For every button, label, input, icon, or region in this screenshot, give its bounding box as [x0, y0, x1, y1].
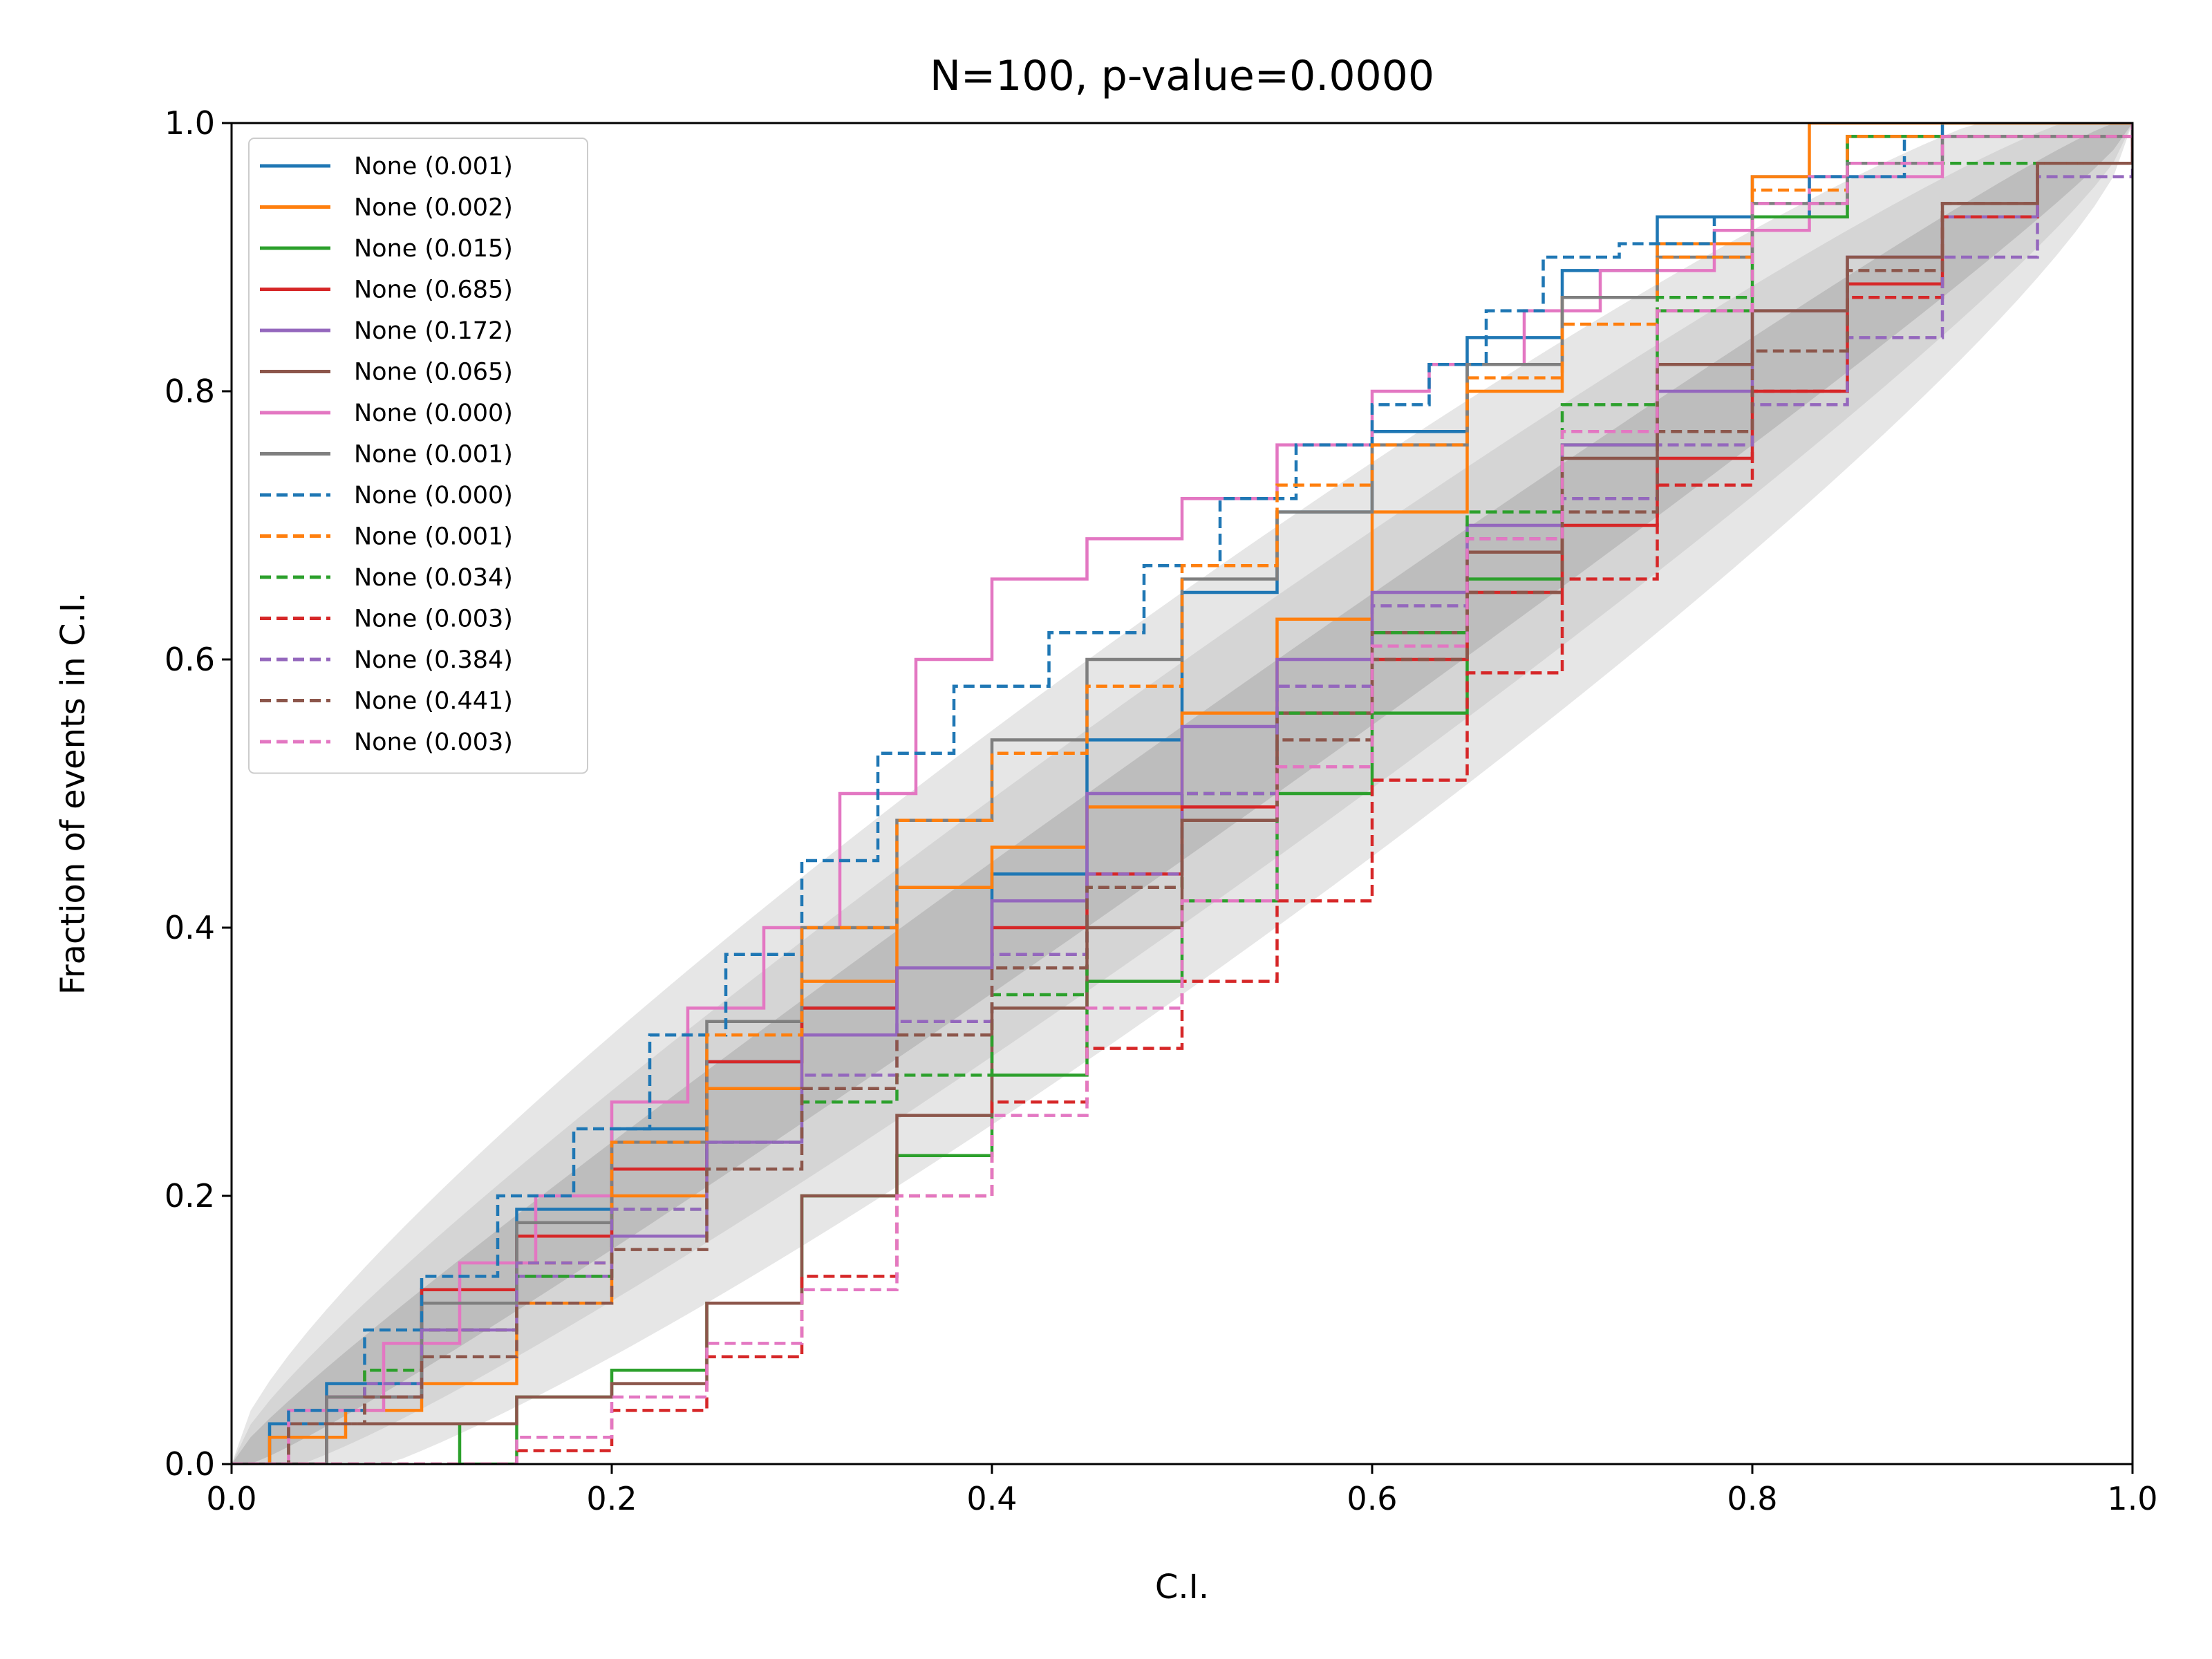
legend-box — [248, 138, 588, 774]
x-axis-label: C.I. — [1155, 1568, 1209, 1606]
legend-label: None (0.015) — [354, 235, 513, 263]
y-axis-ticks: 0.0 0.2 0.4 0.6 0.8 1.0 — [165, 104, 232, 1483]
series-line-8 — [232, 123, 2133, 1464]
legend-label: None (0.000) — [354, 400, 513, 427]
legend-label: None (0.065) — [354, 359, 513, 386]
legend-label: None (0.001) — [354, 153, 513, 180]
legend-label: None (0.002) — [354, 194, 513, 222]
legend-label: None (0.001) — [354, 523, 513, 551]
legend-label: None (0.034) — [354, 564, 513, 592]
y-tick-label: 1.0 — [165, 104, 215, 142]
legend-label: None (0.441) — [354, 688, 513, 715]
y-tick-label: 0.8 — [165, 373, 215, 410]
chart-title: N=100, p-value=0.0000 — [930, 52, 1434, 100]
legend-label: None (0.003) — [354, 729, 513, 756]
plot-frame — [230, 122, 2134, 1465]
x-axis-ticks: 0.0 0.2 0.4 0.6 0.8 1.0 — [206, 1464, 2158, 1517]
legend-label: None (0.685) — [354, 276, 513, 304]
legend: None (0.001) None (0.002) None (0.015) None… — [248, 138, 588, 774]
y-axis-label: Fraction of events in C.I. — [54, 592, 93, 995]
series-line-14 — [232, 123, 2133, 1464]
y-tick-label: 0.0 — [165, 1445, 215, 1483]
legend-label: None (0.000) — [354, 482, 513, 509]
legend-label: None (0.384) — [354, 646, 513, 674]
legend-label: None (0.001) — [354, 441, 513, 469]
series-line-13 — [232, 123, 2133, 1464]
series-lines — [232, 123, 2133, 1464]
legend-label: None (0.003) — [354, 606, 513, 633]
legend-label: None (0.172) — [354, 317, 513, 345]
x-tick-label: 0.2 — [586, 1480, 637, 1517]
x-tick-label: 0.6 — [1347, 1480, 1397, 1517]
x-tick-label: 0.4 — [966, 1480, 1017, 1517]
x-tick-label: 0.8 — [1727, 1480, 1777, 1517]
series-line-11 — [232, 123, 2133, 1464]
y-tick-label: 0.6 — [165, 641, 215, 678]
x-tick-label: 0.0 — [206, 1480, 256, 1517]
y-tick-label: 0.2 — [165, 1177, 215, 1215]
x-tick-label: 1.0 — [2107, 1480, 2157, 1517]
y-tick-label: 0.4 — [165, 909, 215, 946]
